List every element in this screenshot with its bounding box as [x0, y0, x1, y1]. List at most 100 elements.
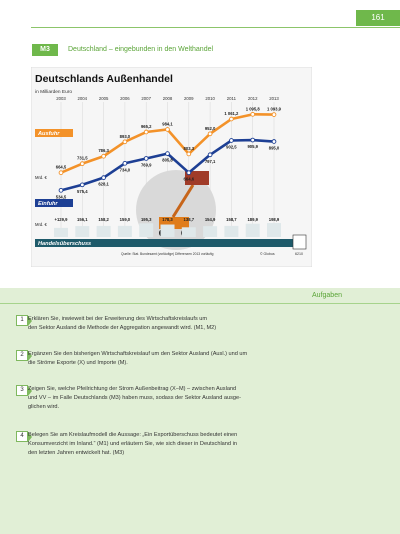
- surplus-data-label: 158,2: [98, 217, 109, 222]
- chart-title: Deutschlands Außenhandel: [35, 73, 173, 85]
- shipping-container: [185, 171, 209, 185]
- surplus-bar: [245, 223, 260, 237]
- ausfuhr-data-label: 664,5: [56, 165, 67, 170]
- year-tick-label: 2006: [120, 96, 130, 101]
- surplus-bar: [181, 227, 196, 237]
- einfuhr-data-label: 905,9: [247, 144, 258, 149]
- einfuhr-label-box: [35, 199, 73, 207]
- surplus-bar: [75, 226, 90, 237]
- ausfuhr-data-label: 786,3: [98, 148, 109, 153]
- chart-source: Quelle: Stat. Bundesamt (vorläufige) Dif…: [121, 252, 214, 256]
- chart-subtitle: in Milliarden Euro: [35, 89, 72, 95]
- einfuhr-point: [165, 151, 170, 156]
- einfuhr-data-label: 769,9: [141, 162, 152, 167]
- einfuhr-point: [122, 160, 128, 166]
- surplus-band: [35, 239, 297, 247]
- surplus-bar: [267, 223, 281, 237]
- crane-arm: [171, 184, 195, 218]
- task-text-line: Erklären Sie, inwieweit bei der Erweiter…: [28, 316, 208, 322]
- task-number: 3: [16, 385, 32, 396]
- einfuhr-data-label: 895,0: [269, 146, 280, 151]
- year-tick-label: 2012: [248, 96, 258, 101]
- task-text-line: Belegen Sie am Kreislaufmodell die Aussa…: [28, 432, 238, 438]
- task-number: 1: [16, 315, 32, 326]
- chart-svg: Deutschlands Außenhandel in Milliarden E…: [31, 67, 312, 267]
- surplus-data-label: 198,9: [269, 217, 280, 222]
- task-text-line: Ergänzen Sie den bisherigen Wirtschaftsk…: [28, 351, 248, 357]
- ausfuhr-data-label: 1 093,9: [267, 107, 282, 112]
- ausfuhr-point: [165, 127, 170, 132]
- ausfuhr-point: [101, 153, 106, 159]
- ausfuhr-data-label: 1 061,2: [224, 111, 239, 116]
- task-number: 4: [16, 431, 32, 442]
- einfuhr-data-label: 902,5: [226, 145, 237, 150]
- einfuhr-data-label: 805,8: [162, 158, 173, 163]
- task-text: Erklären Sie, inwieweit bei der Erweiter…: [28, 315, 338, 333]
- surplus-data-label: 159,0: [120, 217, 131, 222]
- einfuhr-data-label: 575,4: [77, 189, 88, 194]
- task-text-line: die Ströme Exporte (X) und Importe (M).: [28, 360, 128, 366]
- year-tick-label: 2003: [56, 96, 66, 101]
- ausfuhr-point: [143, 129, 149, 135]
- trade-chart: Deutschlands Außenhandel in Milliarden E…: [31, 67, 312, 267]
- surplus-data-label: 154,9: [205, 217, 216, 222]
- task-text-line: Konsumverzicht im Inland.“ (M1) und erlä…: [28, 441, 237, 447]
- globus-logo: [292, 234, 307, 250]
- einfuhr-point: [186, 170, 192, 176]
- chart-credit: © Globus: [260, 252, 275, 256]
- year-tick-label: 2008: [163, 96, 173, 101]
- einfuhr-point: [250, 137, 256, 143]
- einfuhr-point: [79, 182, 85, 188]
- tasks-heading: Aufgaben: [312, 292, 342, 299]
- ausfuhr-point: [207, 131, 213, 137]
- tasks-panel: Aufgaben 1 Erklären Sie, inwieweit bei de…: [0, 288, 400, 534]
- einfuhr-data-label: 628,1: [98, 182, 109, 187]
- ausfuhr-label-box: [35, 129, 73, 137]
- einfuhr-data-label: 734,0: [120, 167, 131, 172]
- surplus-data-label: 189,9: [247, 217, 258, 222]
- year-tick-label: 2011: [227, 96, 237, 101]
- ausfuhr-data-label: 984,1: [162, 121, 173, 126]
- surplus-bar: [117, 225, 132, 237]
- surplus-bar: [224, 225, 239, 237]
- ausfuhr-point: [250, 111, 256, 117]
- ausfuhr-data-label: 731,5: [77, 156, 88, 161]
- tasks-rule: [0, 303, 400, 304]
- task-text-line: Zeigen Sie, welche Pfeilrichtung der Str…: [28, 386, 237, 392]
- task-text: Ergänzen Sie den bisherigen Wirtschaftsk…: [28, 350, 338, 368]
- surplus-data-label: 178,3: [162, 217, 173, 222]
- einfuhr-label: Einfuhr: [38, 201, 58, 207]
- ausfuhr-data-label: 803,3: [184, 146, 195, 151]
- year-tick-label: 2005: [99, 96, 109, 101]
- surplus-data-label: +129,9: [55, 217, 69, 222]
- task-text-line: den letzten Jahren entwickelt hat. (M3): [28, 450, 125, 456]
- surplus-bar: [54, 227, 68, 237]
- einfuhr-point: [207, 152, 213, 158]
- header-rule: [31, 27, 400, 28]
- surplus-data-label: 195,3: [141, 217, 152, 222]
- surplus-bar: [203, 226, 218, 237]
- ausfuhr-data-label: 965,2: [141, 124, 152, 129]
- surplus-bar: [139, 223, 154, 237]
- einfuhr-data-label: 664,6: [184, 177, 195, 182]
- year-tick-label: 2009: [184, 96, 194, 101]
- ausfuhr-data-label: 893,0: [120, 134, 131, 139]
- ausfuhr-unit: Mrd. €: [35, 175, 48, 180]
- einfuhr-point: [143, 156, 149, 161]
- ausfuhr-label: Ausfuhr: [37, 131, 60, 137]
- task-text-line: den Sektor Ausland die Methode der Aggre…: [28, 325, 217, 331]
- year-tick-label: 2010: [205, 96, 215, 101]
- task-text: Zeigen Sie, welche Pfeilrichtung der Str…: [28, 385, 338, 412]
- chart-code: 6210: [295, 252, 303, 256]
- ausfuhr-point: [122, 139, 128, 145]
- surplus-label: Handelsüberschuss: [38, 241, 91, 247]
- einfuhr-point: [58, 187, 64, 193]
- einfuhr-data-label: 797,1: [205, 159, 216, 164]
- ausfuhr-data-label: 1 095,8: [246, 106, 261, 111]
- task-text-line: und VV – im Falle Deutschlands (M3) habe…: [28, 395, 241, 401]
- ausfuhr-data-label: 952,0: [205, 126, 216, 131]
- year-tick-label: 2007: [141, 96, 151, 101]
- task-text-line: glichen wird.: [28, 404, 60, 410]
- page-number: 161: [356, 10, 400, 26]
- einfuhr-point: [271, 139, 277, 144]
